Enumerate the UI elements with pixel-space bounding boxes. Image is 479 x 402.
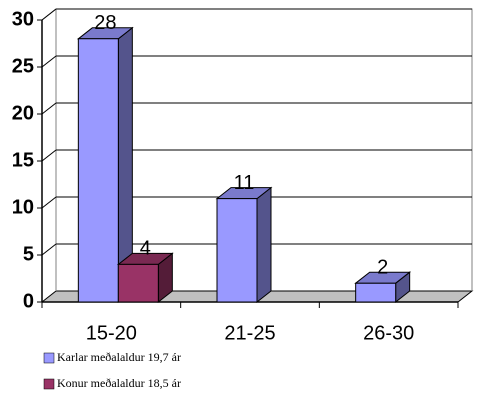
x-tick-label: 26-30 [363, 322, 414, 344]
legend-swatch [43, 378, 55, 390]
bar [116, 252, 174, 304]
bar-front [216, 198, 258, 303]
grid-line [41, 55, 57, 68]
grid-line [41, 196, 57, 209]
legend-swatch [43, 352, 55, 364]
bar [215, 186, 273, 304]
y-tick-label: 0 [23, 290, 34, 312]
y-tick-label: 15 [12, 149, 34, 171]
grid-line [41, 8, 57, 21]
x-tick-label: 21-25 [224, 322, 275, 344]
value-label: 28 [94, 12, 116, 34]
legend-label: Konur meðalaldur 18,5 ár [57, 376, 181, 390]
grid-line [41, 243, 57, 256]
y-tick-label: 5 [23, 243, 34, 265]
y-tick-label: 30 [12, 8, 34, 30]
bar-side [256, 186, 272, 304]
bar [354, 271, 412, 304]
y-tick-label: 25 [12, 55, 34, 77]
bar-front [77, 38, 119, 303]
y-tick-label: 20 [12, 102, 34, 124]
legend-label: Karlar meðalaldur 19,7 ár [57, 350, 181, 364]
y-tick-label: 10 [12, 196, 34, 218]
value-label: 4 [140, 238, 151, 260]
value-label: 11 [234, 172, 255, 194]
grid-line [41, 102, 57, 115]
value-label: 2 [377, 256, 388, 278]
grid-line [41, 149, 57, 162]
x-tick-label: 15-20 [86, 322, 137, 344]
bar [76, 26, 134, 304]
bar-front [117, 263, 159, 303]
bar-front [355, 282, 397, 303]
